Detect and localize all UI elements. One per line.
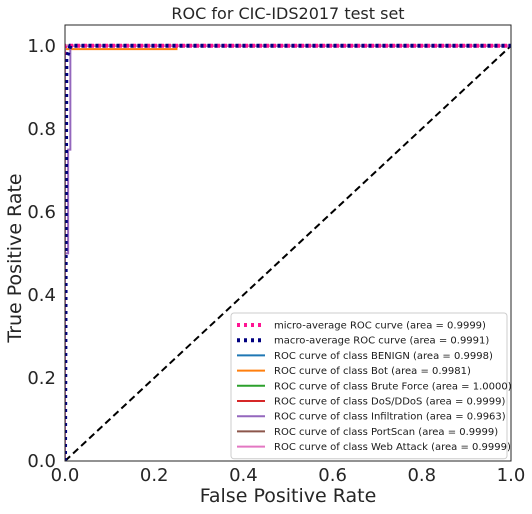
legend-label-0: micro-average ROC curve (area = 0.9999) <box>274 321 486 332</box>
x-tick-label: 0.4 <box>229 465 258 486</box>
x-axis-label: False Positive Rate <box>200 485 377 507</box>
axis-ticks: 0.0 0.2 0.4 0.6 0.8 1.0 0.0 0.2 0.4 0.6 0.8 1.0 <box>27 36 525 486</box>
legend-label-6: ROC curve of class Infiltration (area = … <box>274 412 506 423</box>
y-tick-label: 0.2 <box>27 368 56 389</box>
plot-frame <box>64 24 512 462</box>
y-tick-label: 0.4 <box>27 285 56 306</box>
chart-title: ROC for CIC-IDS2017 test set <box>171 4 404 23</box>
chance-diagonal-line <box>65 45 511 461</box>
legend: micro-average ROC curve (area = 0.9999) m… <box>230 312 512 460</box>
legend-label-5: ROC curve of class DoS/DDoS (area = 0.99… <box>274 397 506 408</box>
y-tick-label: 0.8 <box>27 119 56 140</box>
plot-area <box>65 43 511 461</box>
legend-label-2: ROC curve of class BENIGN (area = 0.9998… <box>274 351 493 362</box>
roc-series-line-1 <box>65 43 511 461</box>
legend-label-7: ROC curve of class PortScan (area = 0.99… <box>274 427 498 438</box>
x-tick-label: 1.0 <box>497 465 526 486</box>
legend-label-8: ROC curve of class Web Attack (area = 0.… <box>274 442 511 453</box>
y-tick-label: 0.0 <box>27 451 56 472</box>
legend-label-4: ROC curve of class Brute Force (area = 1… <box>274 381 512 392</box>
legend-label-1: macro-average ROC curve (area = 0.9991) <box>274 336 489 347</box>
x-tick-label: 0.6 <box>318 465 347 486</box>
y-tick-label: 1.0 <box>27 36 56 57</box>
legend-box <box>230 312 508 460</box>
y-tick-label: 0.6 <box>27 202 56 223</box>
x-tick-label: 0.0 <box>51 465 80 486</box>
x-tick-label: 0.2 <box>140 465 169 486</box>
x-tick-label: 0.8 <box>407 465 436 486</box>
legend-label-3: ROC curve of class Bot (area = 0.9981) <box>274 366 471 377</box>
y-axis-label: True Positive Rate <box>4 173 26 343</box>
